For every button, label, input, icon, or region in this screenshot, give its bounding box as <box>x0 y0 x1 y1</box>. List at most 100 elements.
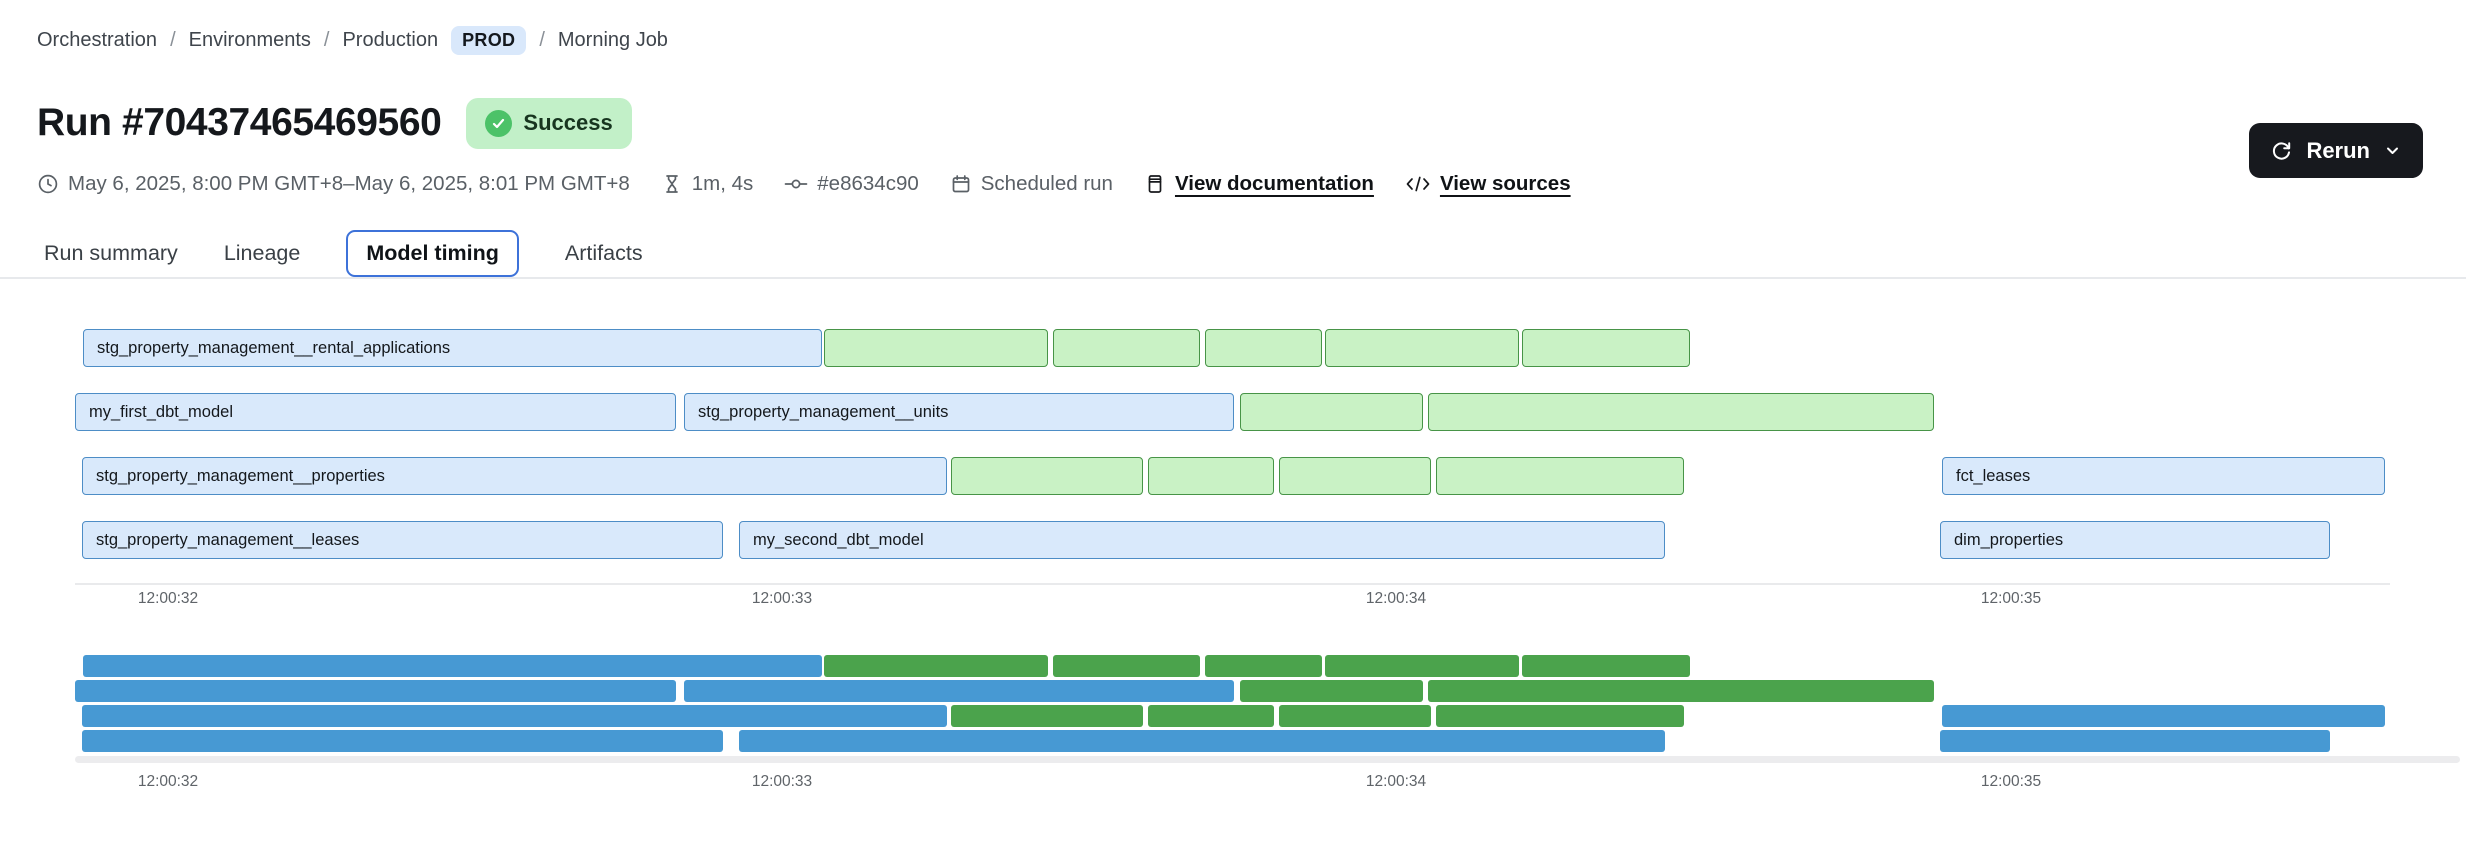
mini-model-bar <box>83 655 822 677</box>
model-bar[interactable]: dim_properties <box>1940 521 2330 559</box>
view-sources-text: View sources <box>1439 172 1571 195</box>
mini-model-bar <box>82 705 947 727</box>
model-bar[interactable]: my_second_dbt_model <box>739 521 1665 559</box>
gantt-axis-line <box>75 583 2390 585</box>
run-time-range: May 6, 2025, 8:00 PM GMT+8–May 6, 2025, … <box>37 172 630 196</box>
run-trigger-text: Scheduled run <box>980 172 1113 195</box>
mini-task-bar <box>1325 655 1519 677</box>
tab-model-timing[interactable]: Model timing <box>346 229 519 277</box>
task-bar[interactable] <box>1325 329 1519 367</box>
tabs-divider <box>0 277 2466 279</box>
view-documentation-text: View documentation <box>1174 172 1374 195</box>
mini-task-bar <box>1279 705 1431 727</box>
breadcrumb-separator: / <box>323 29 330 51</box>
breadcrumb-item-morning-job[interactable]: Morning Job <box>557 29 668 51</box>
run-time-range-text: May 6, 2025, 8:00 PM GMT+8–May 6, 2025, … <box>68 172 630 195</box>
calendar-icon <box>950 173 972 195</box>
task-bar[interactable] <box>951 457 1143 495</box>
model-bar[interactable]: stg_property_management__rental_applicat… <box>83 329 822 367</box>
documentation-icon <box>1144 173 1166 195</box>
check-icon <box>485 109 513 137</box>
model-bar[interactable]: stg_property_management__units <box>684 393 1234 431</box>
mini-task-bar <box>1240 680 1423 702</box>
time-axis-label: 12:00:34 <box>1365 773 1427 790</box>
task-bar[interactable] <box>1148 457 1274 495</box>
task-bar[interactable] <box>1436 457 1684 495</box>
run-trigger: Scheduled run <box>950 172 1113 196</box>
task-bar[interactable] <box>1522 329 1690 367</box>
run-duration: 1m, 4s <box>661 172 754 196</box>
run-duration-text: 1m, 4s <box>691 172 754 195</box>
mini-model-bar <box>82 730 723 752</box>
mini-model-bar <box>1940 730 2330 752</box>
page-title: Run #70437465469560 <box>37 101 442 144</box>
mini-task-bar <box>1148 705 1274 727</box>
mini-model-bar <box>684 680 1234 702</box>
model-bar[interactable]: my_first_dbt_model <box>75 393 676 431</box>
breadcrumb-separator: / <box>170 29 176 51</box>
breadcrumb-item-production[interactable]: Production <box>342 29 439 51</box>
refresh-icon <box>2270 139 2293 162</box>
mini-task-bar <box>1428 680 1934 702</box>
mini-task-bar <box>1205 655 1322 677</box>
model-bar[interactable]: stg_property_management__leases <box>82 521 723 559</box>
time-axis-label: 12:00:34 <box>1365 590 1427 607</box>
mini-model-bar <box>1942 705 2385 727</box>
view-sources-link[interactable]: View sources <box>1405 172 1571 196</box>
model-bar-label: my_second_dbt_model <box>753 530 924 549</box>
breadcrumb: Orchestration / Environments / Productio… <box>37 26 668 55</box>
time-axis-label: 12:00:35 <box>1980 590 2042 607</box>
rerun-button[interactable]: Rerun <box>2249 123 2423 178</box>
model-bar-label: my_first_dbt_model <box>89 402 233 421</box>
model-bar-label: stg_property_management__leases <box>96 530 360 549</box>
task-bar[interactable] <box>1205 329 1322 367</box>
time-axis-label: 12:00:35 <box>1980 773 2042 790</box>
run-commit: #e8634c90 <box>784 172 919 196</box>
view-documentation-link[interactable]: View documentation <box>1144 172 1374 196</box>
run-commit-text: #e8634c90 <box>817 172 919 195</box>
model-bar[interactable]: fct_leases <box>1942 457 2385 495</box>
mini-model-bar <box>739 730 1665 752</box>
task-bar[interactable] <box>1428 393 1934 431</box>
breadcrumb-item-environments[interactable]: Environments <box>188 29 311 51</box>
commit-icon <box>784 173 808 195</box>
clock-icon <box>37 173 59 195</box>
status-badge: Success <box>466 97 632 149</box>
task-bar[interactable] <box>1279 457 1431 495</box>
environment-badge: PROD <box>451 26 527 55</box>
code-icon <box>1405 174 1431 194</box>
model-bar-label: stg_property_management__rental_applicat… <box>97 338 451 357</box>
tab-lineage[interactable]: Lineage <box>223 240 301 265</box>
chevron-down-icon <box>2383 141 2402 160</box>
model-bar-label: fct_leases <box>1956 466 2031 485</box>
time-axis-label: 12:00:33 <box>751 590 813 607</box>
mini-task-bar <box>1053 655 1200 677</box>
mini-task-bar <box>1522 655 1690 677</box>
title-row: Run #70437465469560 Success <box>37 96 632 150</box>
tab-artifacts[interactable]: Artifacts <box>564 240 643 265</box>
tab-run-summary[interactable]: Run summary <box>44 240 178 265</box>
task-bar[interactable] <box>1053 329 1200 367</box>
breadcrumb-separator: / <box>539 29 545 51</box>
model-bar-label: dim_properties <box>1954 530 2064 549</box>
time-axis-label: 12:00:32 <box>137 773 199 790</box>
time-axis-label: 12:00:33 <box>751 773 813 790</box>
mini-task-bar <box>1436 705 1684 727</box>
model-bar-label: stg_property_management__properties <box>96 466 385 485</box>
hourglass-icon <box>661 173 683 195</box>
model-bar-label: stg_property_management__units <box>698 402 949 421</box>
task-bar[interactable] <box>1240 393 1423 431</box>
model-bar[interactable]: stg_property_management__properties <box>82 457 947 495</box>
breadcrumb-item-orchestration[interactable]: Orchestration <box>37 29 158 51</box>
mini-task-bar <box>824 655 1048 677</box>
rerun-button-label: Rerun <box>2306 137 2370 163</box>
run-meta-row: May 6, 2025, 8:00 PM GMT+8–May 6, 2025, … <box>37 168 1571 200</box>
time-axis-label: 12:00:32 <box>137 590 199 607</box>
mini-task-bar <box>951 705 1143 727</box>
task-bar[interactable] <box>824 329 1048 367</box>
mini-model-bar <box>75 680 676 702</box>
timeline-scrollbar[interactable] <box>75 756 2460 763</box>
run-tabs: Run summary Lineage Model timing Artifac… <box>44 228 643 278</box>
